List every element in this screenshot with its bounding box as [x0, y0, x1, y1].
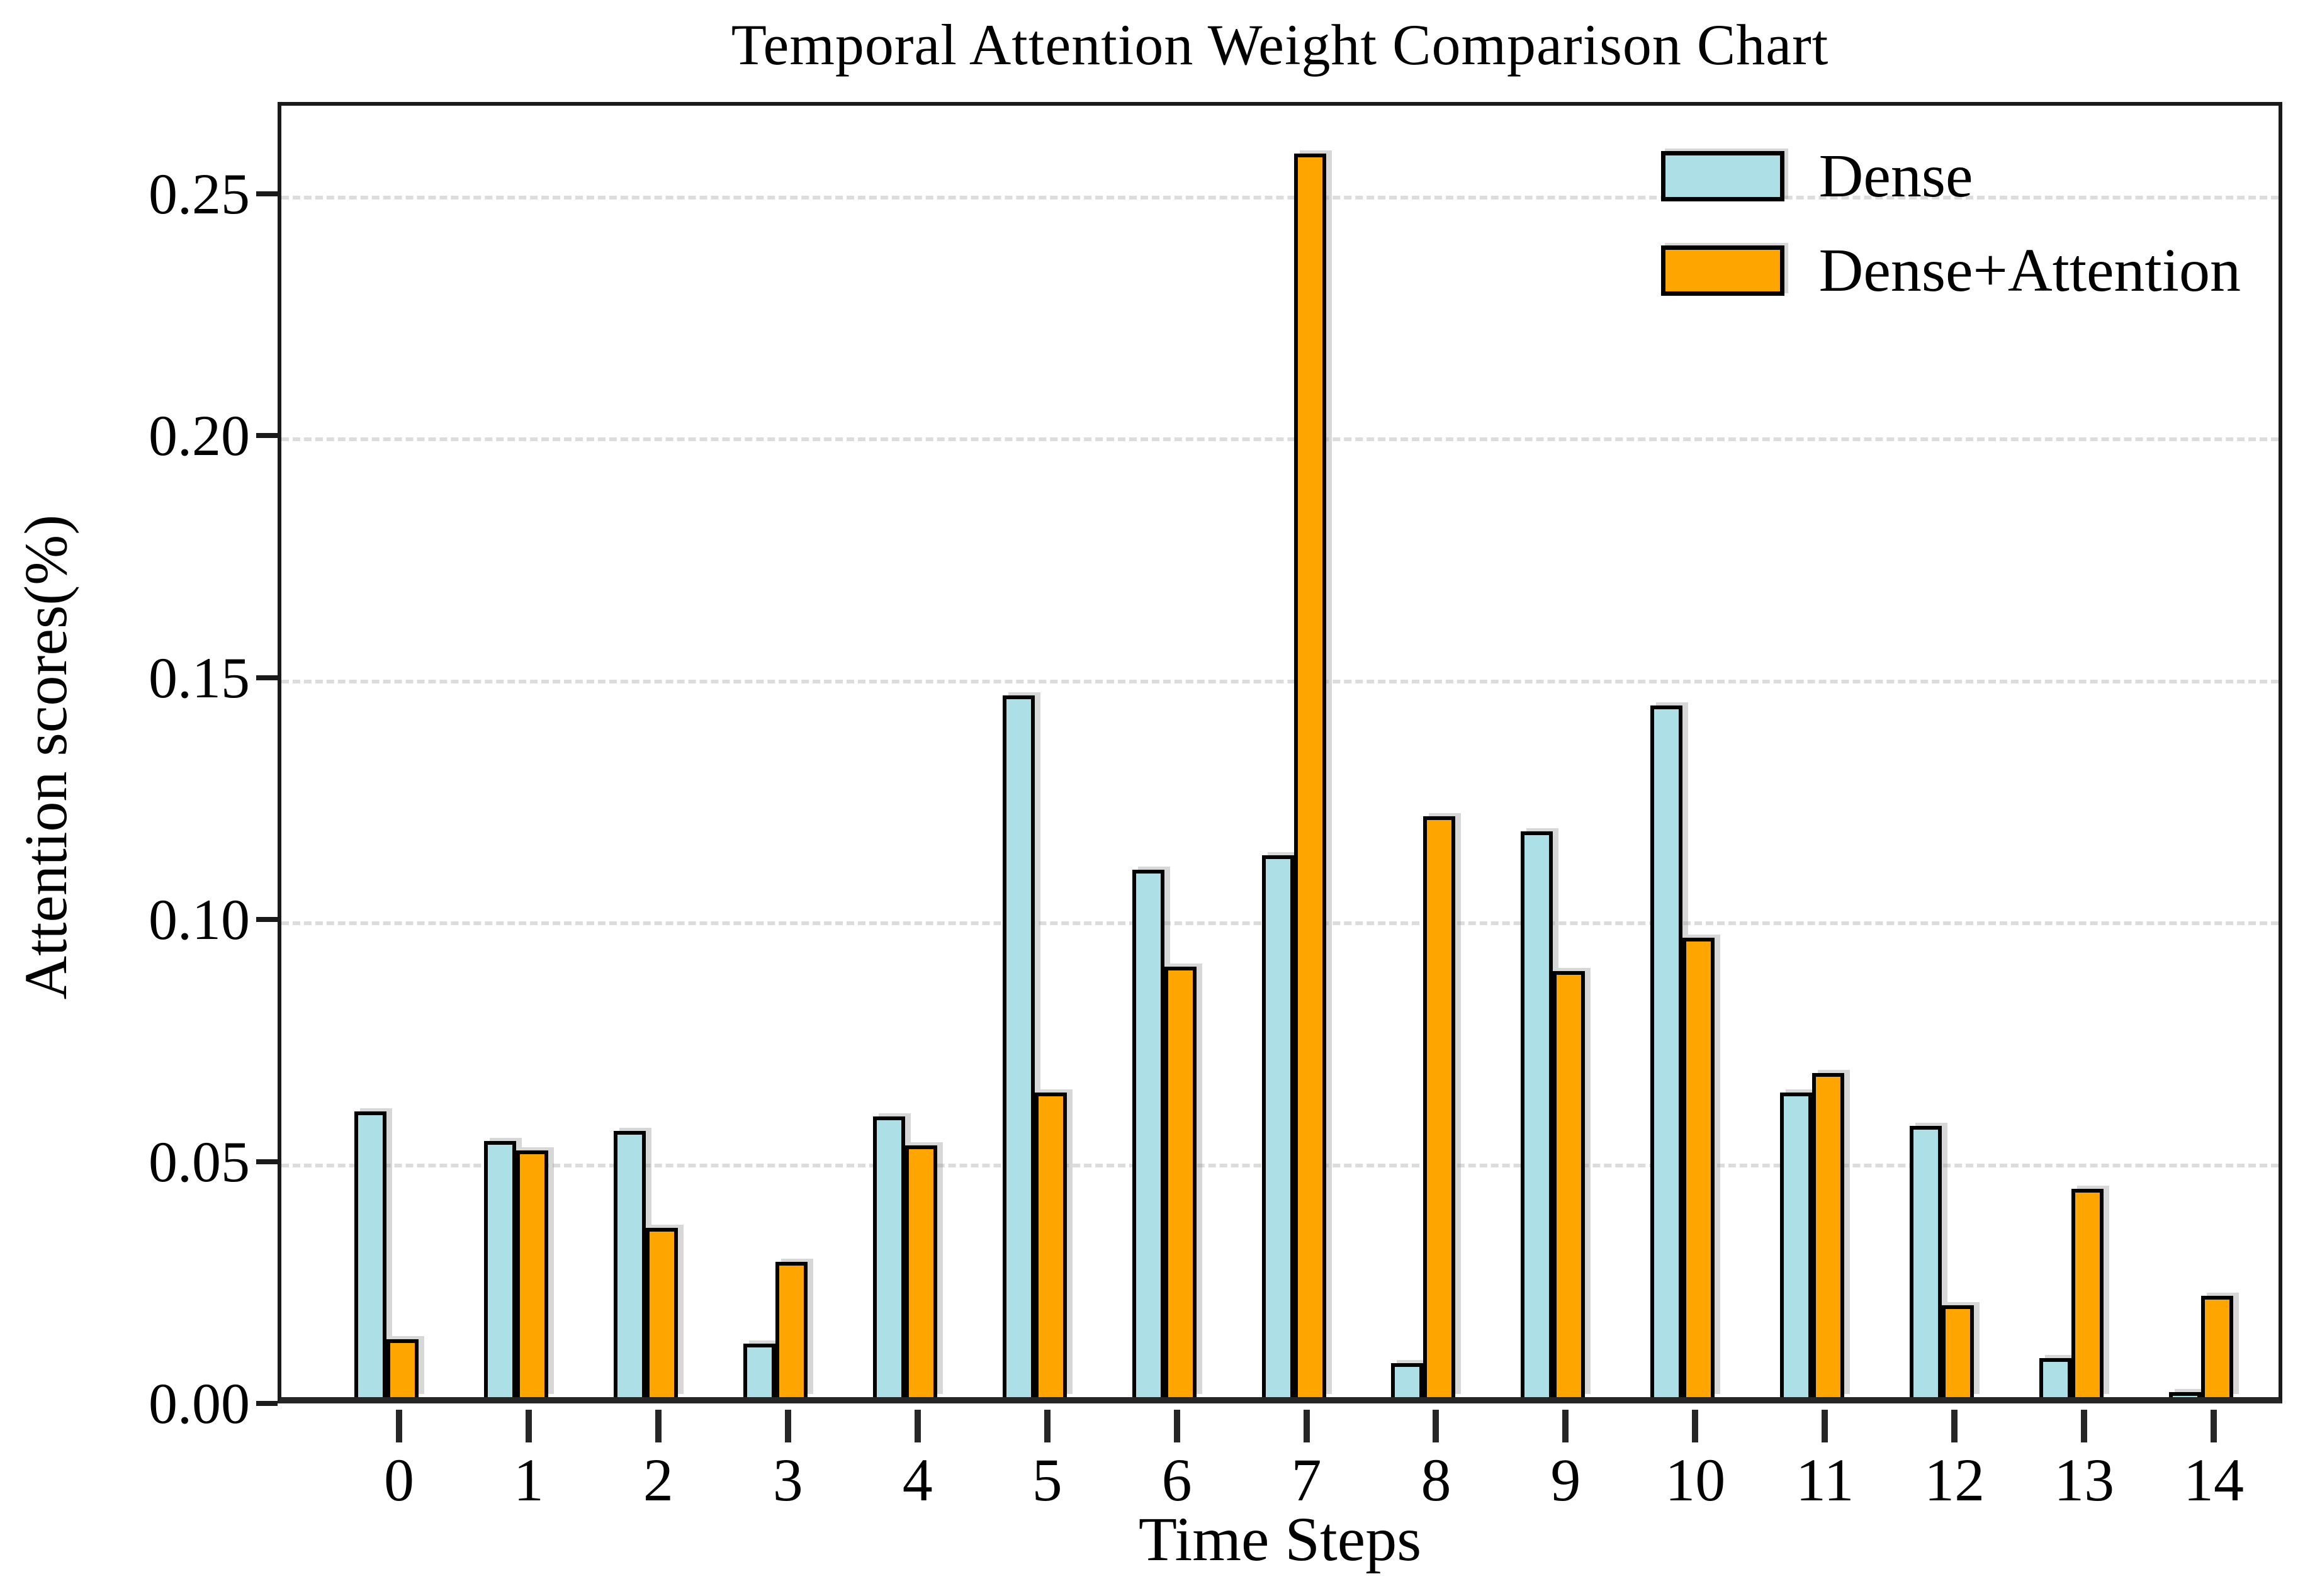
bar-dense-t0	[354, 1111, 386, 1397]
x-tick-mark	[655, 1410, 662, 1442]
x-tick-label: 7	[1291, 1446, 1322, 1514]
x-tick-mark	[1303, 1410, 1310, 1442]
bar-dense-t1	[483, 1141, 516, 1397]
y-tick-label: 0.15	[149, 645, 250, 710]
x-tick-mark	[1951, 1410, 1958, 1442]
bar-dense-t14	[2169, 1392, 2202, 1397]
legend-entry-dense: Dense	[1660, 142, 2241, 210]
bar-dense-attention-t11	[1812, 1073, 1845, 1397]
bar-dense-t2	[613, 1131, 646, 1397]
chart-title: Temporal Attention Weight Comparison Cha…	[731, 13, 1829, 77]
legend-entry-dense-attention: Dense+Attention	[1660, 237, 2241, 305]
y-tick-mark	[256, 191, 278, 197]
y-tick-mark	[256, 433, 278, 439]
bar-dense-attention-t10	[1682, 938, 1715, 1397]
x-tick-label: 4	[902, 1446, 933, 1514]
bar-dense-t6	[1132, 870, 1164, 1397]
x-tick-mark	[784, 1410, 791, 1442]
bar-dense-t5	[1002, 695, 1035, 1397]
y-axis-label: Attention scores(%)	[12, 514, 79, 1000]
bar-dense-attention-t2	[645, 1228, 678, 1397]
y-tick-label: 0.10	[149, 887, 250, 952]
bar-dense-t10	[1650, 705, 1683, 1397]
x-tick-mark	[525, 1410, 532, 1442]
x-tick-mark	[1433, 1410, 1440, 1442]
bar-dense-t11	[1780, 1093, 1813, 1397]
y-tick-mark	[256, 917, 278, 923]
bar-dense-attention-t7	[1293, 154, 1326, 1397]
x-tick-label: 8	[1421, 1446, 1451, 1514]
x-tick-label: 0	[384, 1446, 414, 1514]
legend-label-dense: Dense	[1818, 142, 1973, 210]
x-tick-label: 1	[513, 1446, 544, 1514]
bar-dense-t9	[1521, 831, 1553, 1397]
x-tick-label: 10	[1665, 1446, 1726, 1514]
bar-dense-t4	[872, 1116, 905, 1397]
x-tick-label: 13	[2054, 1446, 2115, 1514]
legend: Dense Dense+Attention	[1660, 142, 2241, 334]
x-tick-mark	[1822, 1410, 1828, 1442]
gridline-y-0.25	[281, 196, 2279, 200]
x-tick-mark	[1173, 1410, 1180, 1442]
gridline-y-0.15	[281, 679, 2279, 683]
bar-dense-t7	[1261, 855, 1294, 1397]
bar-dense-attention-t5	[1034, 1093, 1067, 1397]
x-tick-mark	[1692, 1410, 1699, 1442]
x-tick-mark	[1562, 1410, 1569, 1442]
bar-dense-t8	[1391, 1363, 1424, 1397]
bar-dense-attention-t4	[904, 1145, 937, 1397]
bar-dense-attention-t1	[516, 1150, 548, 1397]
bar-dense-attention-t3	[775, 1262, 808, 1397]
x-tick-mark	[396, 1410, 402, 1442]
bar-dense-attention-t13	[2071, 1189, 2104, 1397]
y-tick-label: 0.00	[149, 1371, 250, 1436]
x-tick-label: 5	[1032, 1446, 1062, 1514]
bar-dense-attention-t6	[1164, 967, 1197, 1397]
y-tick-mark	[256, 1401, 278, 1406]
x-tick-label: 9	[1550, 1446, 1581, 1514]
bar-dense-attention-t0	[386, 1339, 419, 1397]
legend-label-dense-attention: Dense+Attention	[1818, 237, 2241, 305]
plot-area: Dense Dense+Attention	[278, 102, 2282, 1403]
legend-swatch-dense-attention	[1660, 245, 1784, 296]
x-tick-mark	[1044, 1410, 1051, 1442]
y-tick-mark	[256, 1159, 278, 1164]
x-axis-label: Time Steps	[1138, 1504, 1422, 1574]
legend-swatch-dense	[1660, 151, 1784, 201]
x-tick-mark	[2081, 1410, 2088, 1442]
x-tick-mark	[914, 1410, 921, 1442]
y-tick-label: 0.05	[149, 1129, 250, 1194]
x-tick-label: 12	[1924, 1446, 1985, 1514]
bar-dense-attention-t14	[2201, 1296, 2234, 1397]
x-tick-label: 14	[2183, 1446, 2245, 1514]
x-tick-label: 6	[1161, 1446, 1192, 1514]
x-tick-label: 11	[1796, 1446, 1854, 1514]
y-tick-mark	[256, 675, 278, 680]
bar-dense-t3	[743, 1344, 775, 1397]
bar-dense-t12	[1910, 1126, 1942, 1397]
y-tick-label: 0.20	[149, 403, 250, 468]
x-tick-label: 2	[643, 1446, 673, 1514]
bar-dense-attention-t9	[1553, 971, 1586, 1397]
x-tick-mark	[2211, 1410, 2217, 1442]
bar-dense-attention-t12	[1942, 1305, 1975, 1397]
bar-dense-attention-t8	[1423, 816, 1456, 1397]
gridline-y-0.20	[281, 437, 2279, 442]
y-tick-label: 0.25	[149, 162, 250, 227]
bar-dense-t13	[2039, 1358, 2072, 1397]
x-tick-label: 3	[772, 1446, 803, 1514]
